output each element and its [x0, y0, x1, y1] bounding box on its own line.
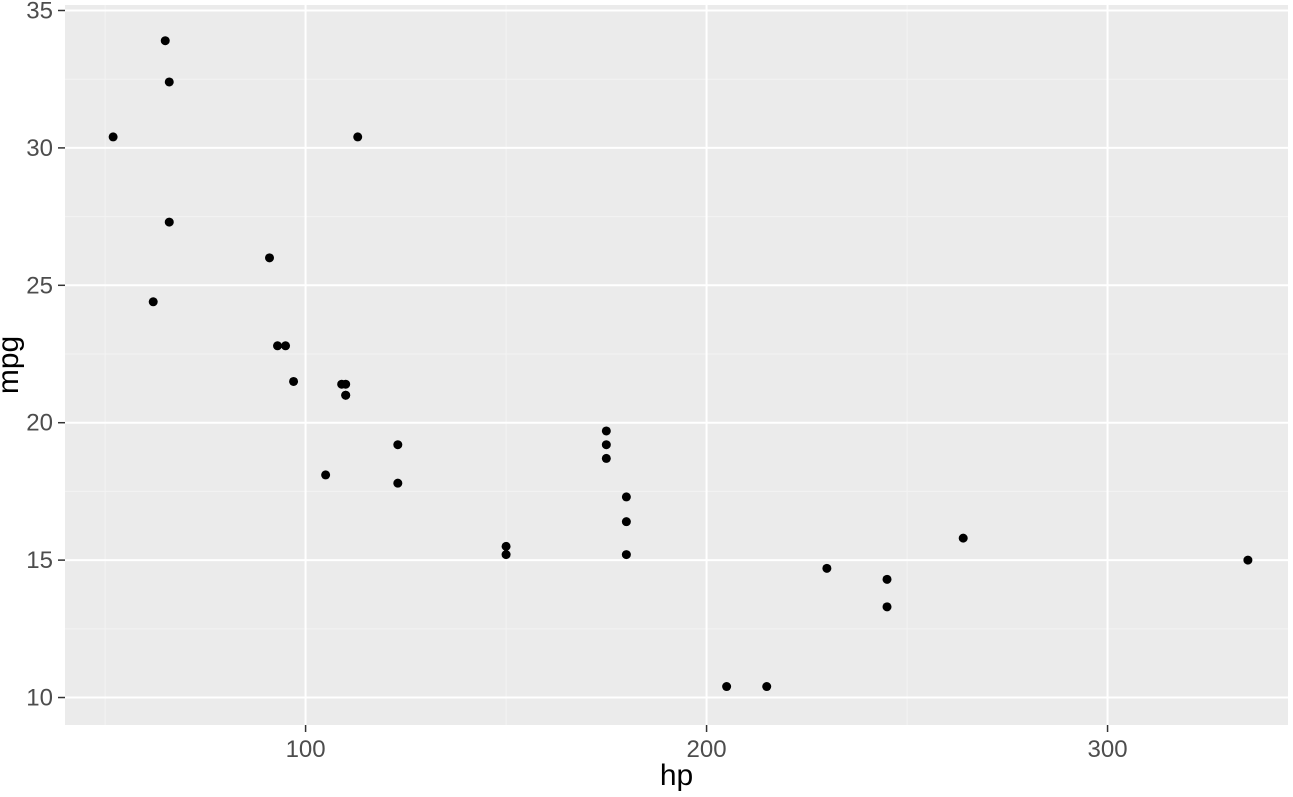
- data-point: [393, 479, 402, 488]
- data-point: [321, 470, 330, 479]
- data-point: [341, 391, 350, 400]
- data-point: [622, 517, 631, 526]
- y-tick-label: 15: [26, 547, 53, 574]
- data-point: [1243, 556, 1252, 565]
- data-point: [161, 36, 170, 45]
- data-point: [762, 682, 771, 691]
- data-point: [502, 542, 511, 551]
- y-tick-label: 20: [26, 410, 53, 437]
- scatter-chart: 100200300101520253035hpmpg: [0, 0, 1293, 797]
- data-point: [502, 550, 511, 559]
- y-tick-label: 30: [26, 135, 53, 162]
- data-point: [109, 132, 118, 141]
- x-axis-title: hp: [660, 759, 693, 792]
- data-point: [622, 550, 631, 559]
- x-tick-label: 100: [286, 736, 326, 763]
- data-point: [289, 377, 298, 386]
- data-point: [165, 77, 174, 86]
- data-point: [883, 575, 892, 584]
- data-point: [602, 454, 611, 463]
- data-point: [822, 564, 831, 573]
- chart-svg: 100200300101520253035hpmpg: [0, 0, 1293, 797]
- data-point: [602, 440, 611, 449]
- data-point: [353, 132, 362, 141]
- data-point: [393, 440, 402, 449]
- data-point: [273, 341, 282, 350]
- y-tick-label: 25: [26, 272, 53, 299]
- x-tick-label: 300: [1088, 736, 1128, 763]
- data-point: [622, 492, 631, 501]
- data-point: [883, 602, 892, 611]
- data-point: [722, 682, 731, 691]
- y-tick-label: 10: [26, 685, 53, 712]
- plot-panel: [65, 5, 1288, 725]
- data-point: [281, 341, 290, 350]
- data-point: [602, 426, 611, 435]
- data-point: [337, 380, 346, 389]
- y-tick-label: 35: [26, 0, 53, 24]
- y-axis-title: mpg: [0, 336, 25, 394]
- data-point: [165, 218, 174, 227]
- data-point: [959, 534, 968, 543]
- data-point: [265, 253, 274, 262]
- data-point: [149, 297, 158, 306]
